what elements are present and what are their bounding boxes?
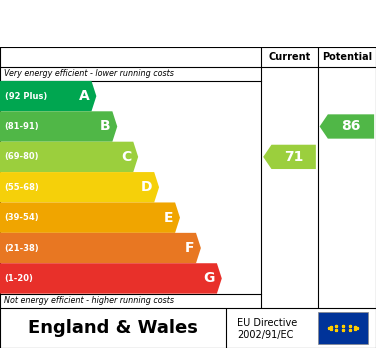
Text: A: A (79, 89, 89, 103)
Text: (39-54): (39-54) (5, 213, 39, 222)
Text: England & Wales: England & Wales (28, 319, 198, 337)
Text: F: F (185, 241, 194, 255)
Text: G: G (204, 271, 215, 285)
Text: D: D (141, 180, 152, 194)
Text: 2002/91/EC: 2002/91/EC (237, 330, 293, 340)
Text: 86: 86 (341, 119, 361, 134)
Polygon shape (0, 111, 117, 142)
Text: (69-80): (69-80) (5, 152, 39, 161)
Polygon shape (0, 142, 138, 172)
Text: (21-38): (21-38) (5, 244, 39, 253)
Polygon shape (263, 145, 316, 169)
Text: E: E (164, 211, 173, 225)
Text: B: B (100, 119, 111, 134)
Polygon shape (320, 114, 374, 139)
Text: Not energy efficient - higher running costs: Not energy efficient - higher running co… (4, 296, 174, 305)
Polygon shape (0, 233, 201, 263)
Text: Potential: Potential (322, 52, 372, 62)
Text: (55-68): (55-68) (5, 183, 39, 192)
Text: (92 Plus): (92 Plus) (5, 92, 47, 101)
Text: Very energy efficient - lower running costs: Very energy efficient - lower running co… (4, 69, 174, 78)
Polygon shape (0, 263, 222, 294)
Polygon shape (0, 203, 180, 233)
Polygon shape (0, 81, 96, 111)
Text: Energy Efficiency Rating: Energy Efficiency Rating (53, 14, 323, 33)
Text: (1-20): (1-20) (5, 274, 33, 283)
Text: 71: 71 (284, 150, 303, 164)
Polygon shape (0, 172, 159, 203)
Bar (318, 312, 368, 344)
Text: C: C (121, 150, 131, 164)
Text: EU Directive: EU Directive (237, 318, 297, 328)
Text: Current: Current (268, 52, 311, 62)
Text: (81-91): (81-91) (5, 122, 39, 131)
